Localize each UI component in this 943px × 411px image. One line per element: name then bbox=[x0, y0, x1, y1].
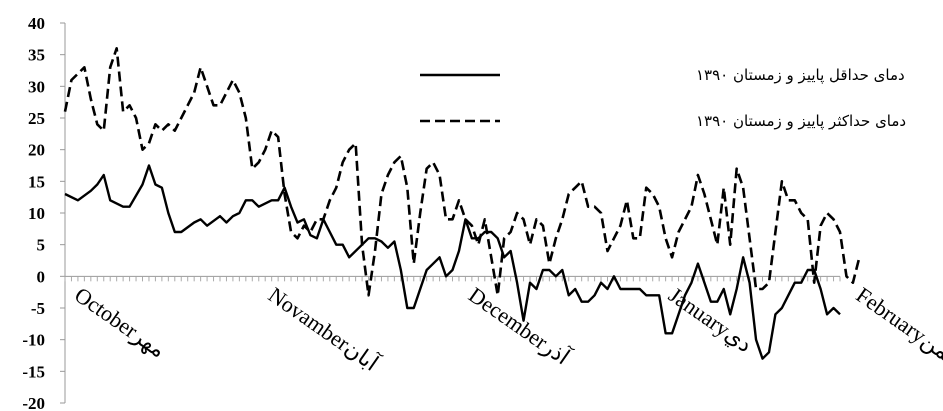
y-tick-label: 20 bbox=[28, 141, 45, 160]
y-tick-label: 15 bbox=[28, 172, 45, 191]
x-axis bbox=[64, 275, 841, 282]
series-min-temp-line bbox=[64, 164, 841, 360]
y-tick-label: 30 bbox=[28, 77, 45, 96]
y-tick-label: -5 bbox=[31, 299, 45, 318]
y-tick-label: -10 bbox=[22, 331, 45, 350]
y-tick-label: 40 bbox=[28, 14, 45, 33]
category-label: Januaryدي bbox=[664, 282, 757, 357]
category-label: Octoberمهر bbox=[70, 282, 171, 363]
y-tick-label: 0 bbox=[37, 267, 46, 286]
category-label: Novamberآبان bbox=[264, 281, 384, 376]
y-tick-label: 10 bbox=[28, 204, 45, 223]
series-lines bbox=[63, 47, 861, 360]
y-tick-label: 5 bbox=[37, 236, 46, 255]
y-tick-label: 35 bbox=[28, 46, 45, 65]
y-tick-label: -20 bbox=[22, 394, 45, 411]
legend-label: دمای حداقل پاییز و زمستان ۱۳۹۰ bbox=[696, 66, 905, 85]
category-label: Februaryبهمن bbox=[851, 282, 943, 375]
legend: دمای حداقل پاییز و زمستان ۱۳۹۰ دمای حداکث… bbox=[420, 66, 906, 131]
series-max-temp-line bbox=[63, 47, 861, 297]
y-tick-label: -15 bbox=[22, 362, 45, 381]
y-axis: 40 35 30 25 20 15 10 5 0 -5 -10 -15 -20 bbox=[22, 14, 66, 411]
y-tick-label: 25 bbox=[28, 109, 45, 128]
category-labels: Octoberمهر NovamberآبانDecemberآذرJanuary… bbox=[70, 281, 943, 376]
legend-label: دمای حداکثر پاییز و زمستان ۱۳۹۰ bbox=[696, 112, 906, 131]
